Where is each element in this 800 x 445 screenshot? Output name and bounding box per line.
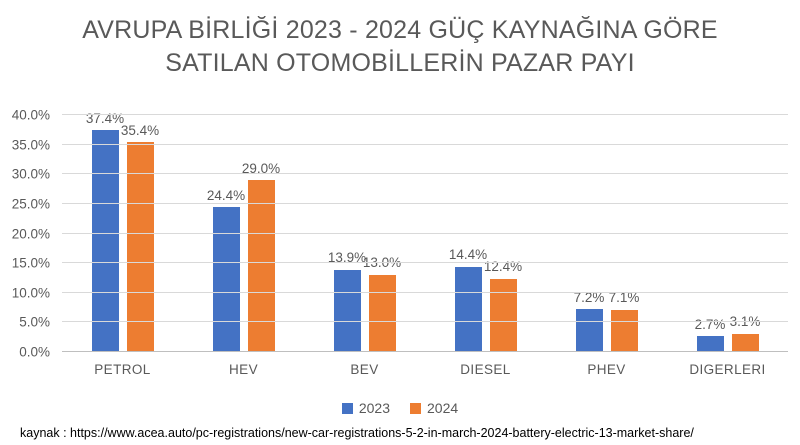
bar-phev-2023: 7.2% <box>574 291 604 352</box>
gridline <box>62 143 788 145</box>
bar-value-label: 13.0% <box>362 255 402 271</box>
x-axis-line <box>62 351 788 352</box>
legend-swatch-2023 <box>341 402 353 414</box>
bar-value-label: 7.2% <box>573 289 605 305</box>
bar-group-bev: 13.9% 13.0% <box>304 115 425 352</box>
x-axis-category-labels: PETROL HEV BEV DIESEL PHEV DIGERLERI <box>62 362 788 377</box>
x-axis-label-diesel: DIESEL <box>460 362 511 377</box>
bar-group-diesel: 14.4% 12.4% <box>425 115 546 352</box>
bar-group-hev: 24.4% 29.0% <box>183 115 304 352</box>
bar-value-label: 29.0% <box>241 160 281 176</box>
bar-digerleri-2023: 2.7% <box>695 318 725 352</box>
gridline <box>62 173 788 175</box>
gridline <box>62 114 788 115</box>
legend-item-2023: 2023 <box>341 400 390 416</box>
y-axis-tick-label: 10.0% <box>11 285 50 301</box>
bar-petrol-2023: 37.4% <box>86 112 124 352</box>
bar-phev-2024: 7.1% <box>609 291 639 352</box>
bar-hev-2023: 24.4% <box>207 189 245 352</box>
gridline <box>62 321 788 323</box>
y-axis-tick-label: 40.0% <box>11 107 50 123</box>
bar-value-label: 37.4% <box>85 110 125 126</box>
bar-diesel-2024: 12.4% <box>484 260 522 352</box>
gridline <box>62 291 788 293</box>
legend-label-2023: 2023 <box>358 400 390 416</box>
bar-group-digerleri: 2.7% 3.1% <box>667 115 788 352</box>
bar-groups: 37.4% 35.4% 24.4% 29.0% 13.9% 13.0% 14.4% 12.4%… <box>62 112 788 352</box>
bar-value-label: 13.9% <box>327 250 367 266</box>
source-citation: kaynak : https://www.acea.auto/pc-regist… <box>20 426 694 440</box>
y-axis-tick-label: 35.0% <box>11 137 50 153</box>
bar-hev-2024: 29.0% <box>242 162 280 352</box>
bar-value-label: 7.1% <box>608 290 640 306</box>
plot-area: 37.4% 35.4% 24.4% 29.0% 13.9% 13.0% 14.4% 12.4%… <box>62 112 788 352</box>
bar-bev-2024: 13.0% <box>363 256 401 352</box>
y-axis-tick-label: 5.0% <box>19 314 50 330</box>
x-axis-label-bev: BEV <box>350 362 379 377</box>
chart-title-line1: AVRUPA BİRLİĞİ 2023 - 2024 GÜÇ KAYNAĞINA… <box>82 16 718 44</box>
gridline <box>62 202 788 204</box>
y-axis-tick-label: 30.0% <box>11 166 50 182</box>
bar-group-phev: 7.2% 7.1% <box>546 115 667 352</box>
y-axis-tick-label: 0.0% <box>19 344 50 360</box>
chart-title-line2: SATILAN OTOMOBİLLERİN PAZAR PAYI <box>165 48 635 77</box>
gridline <box>62 262 788 264</box>
legend-label-2024: 2024 <box>427 400 459 416</box>
bar-value-label: 12.4% <box>483 259 523 275</box>
bar-value-label: 35.4% <box>120 122 160 138</box>
y-axis-tick-label: 25.0% <box>11 196 50 212</box>
y-axis-tick-label: 20.0% <box>11 226 50 241</box>
gridline <box>62 232 788 234</box>
bar-group-petrol: 37.4% 35.4% <box>62 112 183 352</box>
bar-diesel-2023: 14.4% <box>449 248 487 352</box>
bar-value-label: 2.7% <box>694 316 726 332</box>
bar-bev-2023: 13.9% <box>328 251 366 352</box>
bar-petrol-2024: 35.4% <box>121 124 159 352</box>
legend: 2023 2024 <box>0 400 800 416</box>
x-axis-label-phev: PHEV <box>587 362 626 377</box>
legend-swatch-2024 <box>410 402 421 414</box>
y-axis-tick-labels: 0.0% 5.0% 10.0% 15.0% 20.0% 25.0% 30.0% 35.0% 40… <box>0 108 54 360</box>
chart-title: AVRUPA BİRLİĞİ 2023 - 2024 GÜÇ KAYNAĞINA… <box>0 14 800 79</box>
x-axis-label-digerleri: DIGERLERI <box>689 362 766 377</box>
legend-item-2024: 2024 <box>410 400 458 416</box>
bar-digerleri-2024: 3.1% <box>730 315 760 352</box>
x-axis-label-hev: HEV <box>229 362 258 377</box>
bar-value-label: 14.4% <box>448 247 488 263</box>
y-axis-tick-label: 15.0% <box>11 255 50 271</box>
x-axis-label-petrol: PETROL <box>94 362 151 377</box>
bar-value-label: 24.4% <box>206 187 246 203</box>
